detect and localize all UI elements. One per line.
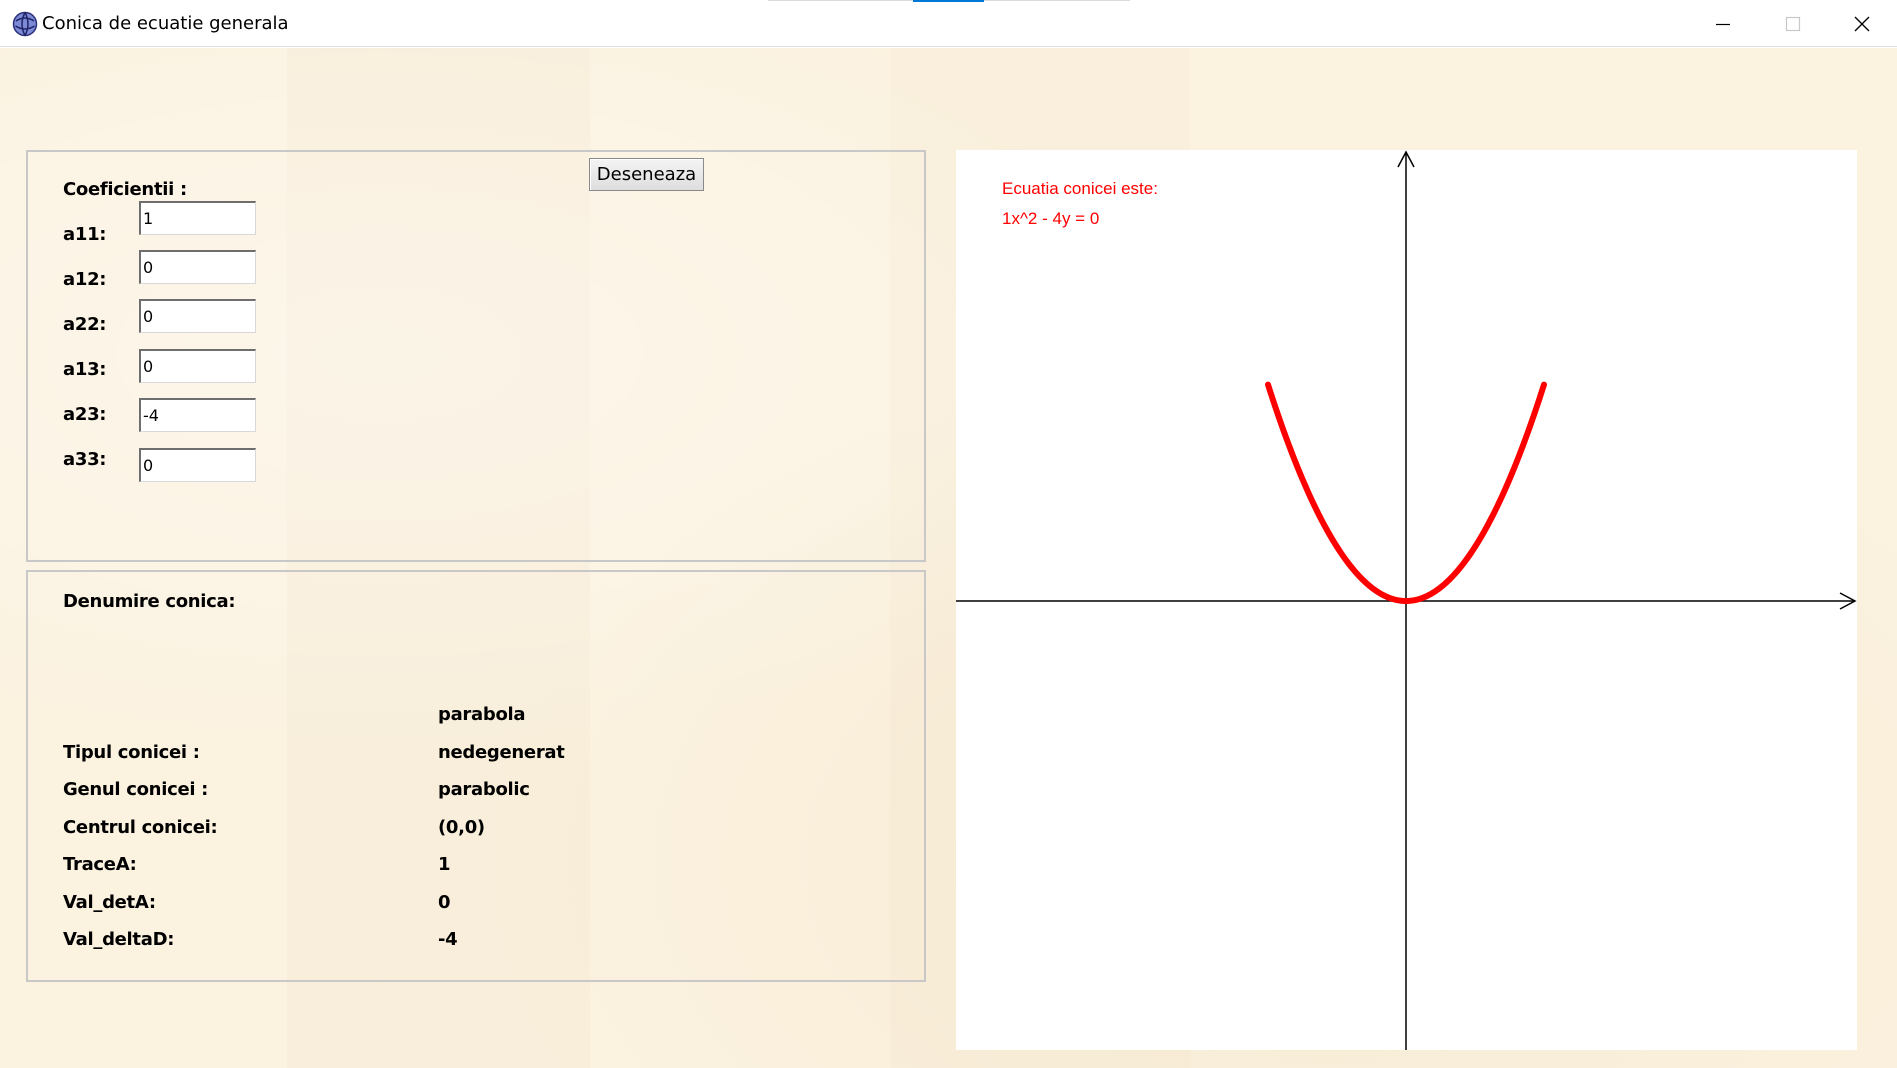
plot-canvas [956,150,1857,1050]
equation-text: 1x^2 - 4y = 0 [1002,209,1100,228]
a12-label: a12: [63,269,107,290]
coefficients-panel [26,150,926,562]
x-axis-arrow [1839,592,1857,610]
a23-input[interactable] [139,398,256,432]
conic-type-label: Tipul conicei : [63,742,200,763]
conic-center-value: (0,0) [438,817,485,838]
a11-input[interactable] [139,201,256,235]
det-label: Val_detA: [63,892,156,913]
equation-caption: Ecuatia conicei este: [1002,179,1158,198]
a12-input[interactable] [139,250,256,284]
trace-value: 1 [438,854,451,875]
a13-input[interactable] [139,349,256,383]
conic-plot: Ecuatia conicei este: 1x^2 - 4y = 0 [956,150,1857,1050]
trace-label: TraceA: [63,854,137,875]
window-title: Conica de ecuatie generala [42,13,289,34]
a11-label: a11: [63,224,107,245]
conic-info-panel [26,570,926,982]
a33-label: a33: [63,449,107,470]
maximize-icon [1785,16,1801,31]
close-icon [1854,16,1870,31]
conic-name-heading: Denumire conica: [63,591,236,612]
delta-value: -4 [438,929,458,950]
maximize-button[interactable] [1758,0,1828,47]
a22-input[interactable] [139,299,256,333]
a13-label: a13: [63,359,107,380]
delta-label: Val_deltaD: [63,929,175,950]
close-button[interactable] [1827,0,1897,47]
a33-input[interactable] [139,448,256,482]
a22-label: a22: [63,314,107,335]
coefficients-heading: Coeficientii : [63,179,187,200]
conic-genus-value: parabolic [438,779,530,800]
app-globe-icon [12,11,38,37]
title-bar: Conica de ecuatie generala [0,0,1897,47]
conic-center-label: Centrul conicei: [63,817,218,838]
y-axis-arrow [1397,150,1415,168]
conic-name-value: parabola [438,704,526,725]
minimize-button[interactable] [1688,0,1758,47]
det-value: 0 [438,892,451,913]
minimize-icon [1716,23,1730,25]
parabola-curve [1265,381,1547,604]
conic-type-value: nedegenerat [438,742,565,763]
draw-button[interactable]: Deseneaza [589,158,704,191]
a23-label: a23: [63,404,107,425]
active-indicator [913,0,984,2]
conic-genus-label: Genul conicei : [63,779,209,800]
